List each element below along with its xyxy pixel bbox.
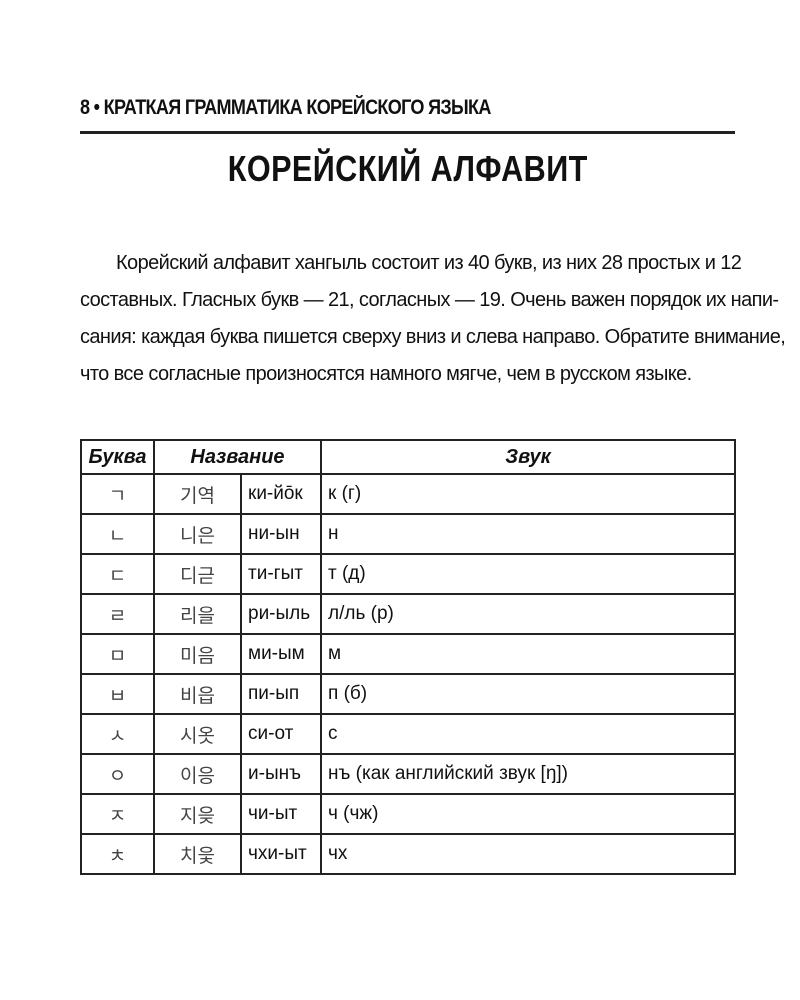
russian-name-cell: чхи-ыт — [240, 833, 322, 875]
letter-cell: ㅂ — [80, 673, 155, 715]
header-name: Название — [153, 439, 322, 475]
table-row: ㅁ 미음 ми-ым м — [80, 633, 736, 675]
russian-name-cell: ри-ыль — [240, 593, 322, 635]
letter-cell: ㄹ — [80, 593, 155, 635]
page-title-text: КОРЕЙСКИЙ АЛФАВИТ — [227, 148, 588, 189]
paragraph-line: что все согласные произносятся намного м… — [80, 363, 692, 385]
letter-cell: ㅊ — [80, 833, 155, 875]
sound-cell: нъ (как английский звук [ŋ]) — [320, 753, 736, 795]
table-row: ㅊ 치읓 чхи-ыт чх — [80, 833, 736, 875]
sound-cell: п (б) — [320, 673, 736, 715]
letter-cell: ㅅ — [80, 713, 155, 755]
table-header-row: Буква Название Звук — [80, 439, 736, 475]
sound-cell: л/ль (р) — [320, 593, 736, 635]
russian-name-cell: си-от — [240, 713, 322, 755]
russian-name-cell: пи-ып — [240, 673, 322, 715]
korean-name-cell: 시옷 — [153, 713, 242, 755]
sound-cell: ч (чж) — [320, 793, 736, 835]
header-sound: Звук — [320, 439, 736, 475]
letter-cell: ㅁ — [80, 633, 155, 675]
korean-name-cell: 비읍 — [153, 673, 242, 715]
letter-cell: ㄱ — [80, 473, 155, 515]
table-row: ㅂ 비읍 пи-ып п (б) — [80, 673, 736, 715]
page-title: КОРЕЙСКИЙ АЛФАВИТ — [80, 148, 735, 190]
korean-name-cell: 리을 — [153, 593, 242, 635]
russian-name-cell: ти-гыт — [240, 553, 322, 595]
russian-name-cell: чи-ыт — [240, 793, 322, 835]
korean-name-cell: 디귿 — [153, 553, 242, 595]
sound-cell: м — [320, 633, 736, 675]
header-rule — [80, 131, 735, 134]
korean-name-cell: 이응 — [153, 753, 242, 795]
sound-cell: чх — [320, 833, 736, 875]
letter-cell: ㅈ — [80, 793, 155, 835]
russian-name-cell: ни-ын — [240, 513, 322, 555]
sound-cell: к (г) — [320, 473, 736, 515]
table-row: ㄹ 리을 ри-ыль л/ль (р) — [80, 593, 736, 635]
letter-cell: ㅇ — [80, 753, 155, 795]
header-letter: Буква — [80, 439, 155, 475]
table-row: ㄱ 기역 ки-йōк к (г) — [80, 473, 736, 515]
letter-cell: ㄴ — [80, 513, 155, 555]
korean-name-cell: 기역 — [153, 473, 242, 515]
table-row: ㄷ 디귿 ти-гыт т (д) — [80, 553, 736, 595]
paragraph-line: составных. Гласных букв — 21, согласных … — [80, 289, 779, 311]
table-row: ㄴ 니은 ни-ын н — [80, 513, 736, 555]
letter-cell: ㄷ — [80, 553, 155, 595]
sound-cell: т (д) — [320, 553, 736, 595]
running-head: 8 • КРАТКАЯ ГРАММАТИКА КОРЕЙСКОГО ЯЗЫКА — [80, 96, 491, 119]
sound-cell: с — [320, 713, 736, 755]
korean-name-cell: 미음 — [153, 633, 242, 675]
intro-paragraph: Корейский алфавит хангыль состоит из 40 … — [80, 248, 786, 396]
table-row: ㅅ 시옷 си-от с — [80, 713, 736, 755]
russian-name-cell: и-ынъ — [240, 753, 322, 795]
paragraph-line: Корейский алфавит хангыль состоит из 40 … — [116, 252, 742, 274]
russian-name-cell: ки-йōк — [240, 473, 322, 515]
korean-name-cell: 지읒 — [153, 793, 242, 835]
korean-name-cell: 치읓 — [153, 833, 242, 875]
paragraph-line: сания: каждая буква пишется сверху вниз … — [80, 326, 786, 348]
russian-name-cell: ми-ым — [240, 633, 322, 675]
table-row: ㅈ 지읒 чи-ыт ч (чж) — [80, 793, 736, 835]
korean-name-cell: 니은 — [153, 513, 242, 555]
sound-cell: н — [320, 513, 736, 555]
alphabet-table: Буква Название Звук ㄱ 기역 ки-йōк к (г) ㄴ 니은 ни-… — [80, 439, 736, 875]
table-row: ㅇ 이응 и-ынъ нъ (как английский звук [ŋ]) — [80, 753, 736, 795]
